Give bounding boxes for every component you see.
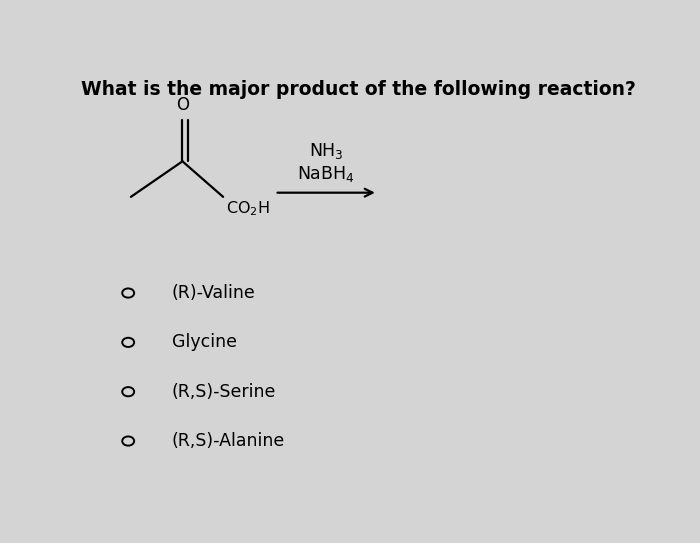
Text: CO$_2$H: CO$_2$H	[226, 199, 270, 218]
Text: Glycine: Glycine	[172, 333, 237, 351]
Text: O: O	[176, 97, 189, 115]
Text: (R)-Valine: (R)-Valine	[172, 284, 256, 302]
Text: NaBH$_4$: NaBH$_4$	[298, 165, 355, 184]
Text: NH$_3$: NH$_3$	[309, 141, 344, 161]
Text: (R,S)-Alanine: (R,S)-Alanine	[172, 432, 285, 450]
Text: What is the major product of the following reaction?: What is the major product of the followi…	[81, 80, 636, 99]
Text: (R,S)-Serine: (R,S)-Serine	[172, 383, 276, 401]
